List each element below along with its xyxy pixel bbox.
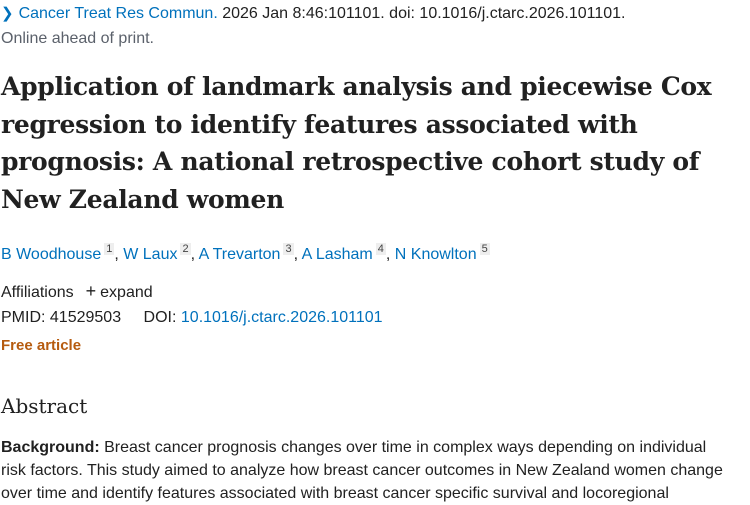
author-link[interactable]: A Trevarton	[198, 246, 281, 263]
background-label: Background:	[1, 439, 100, 456]
affiliation-ref[interactable]: 3	[283, 243, 294, 255]
abstract-line: risk factors. This study aimed to analyz…	[1, 462, 723, 479]
author-link[interactable]: W Laux	[123, 246, 178, 263]
affiliation-ref[interactable]: 1	[104, 243, 115, 255]
publication-status: Online ahead of print.	[1, 30, 154, 47]
doi-link[interactable]: 10.1016/j.ctarc.2026.101101	[180, 309, 383, 326]
title-line: New Zealand women	[1, 184, 285, 214]
affiliation-ref[interactable]: 4	[375, 243, 386, 255]
plus-icon: +	[85, 281, 97, 301]
affiliation-ref[interactable]: 5	[479, 243, 490, 255]
expand-label: expand	[100, 284, 153, 301]
journal-link[interactable]: Cancer Treat Res Commun.	[18, 5, 218, 22]
citation: ❯ Cancer Treat Res Commun. 2026 Jan 8:46:…	[1, 4, 626, 23]
abstract-heading: Abstract	[1, 394, 88, 418]
identifiers: PMID: 41529503 DOI: 10.1016/j.ctarc.2026…	[1, 309, 383, 327]
citation-details: 2026 Jan 8:46:101101. doi: 10.1016/j.cta…	[217, 5, 626, 22]
author-link[interactable]: B Woodhouse	[1, 246, 102, 263]
affiliations-label: Affiliations	[1, 284, 74, 301]
free-article-badge: Free article	[1, 337, 82, 354]
pmid-value: 41529503	[49, 309, 122, 326]
affiliations-row: Affiliations + expand	[1, 281, 153, 302]
author-link[interactable]: A Lasham	[301, 246, 373, 263]
abstract-line: over time and identify features associat…	[1, 485, 669, 502]
affiliations-expand-button[interactable]: + expand	[74, 281, 153, 301]
pmid-label: PMID:	[1, 309, 46, 326]
title-line: regression to identify features associat…	[1, 109, 638, 139]
title-line: prognosis: A national retrospective coho…	[1, 147, 700, 176]
doi-label: DOI:	[143, 309, 177, 326]
abstract-text: Background: Breast cancer prognosis chan…	[1, 436, 723, 505]
author-link[interactable]: N Knowlton	[394, 246, 477, 263]
abstract-line: Breast cancer prognosis changes over tim…	[99, 439, 707, 456]
title-line: Application of landmark analysis and pie…	[1, 72, 712, 101]
chevron-right-icon[interactable]: ❯	[1, 5, 14, 22]
article-title: Application of landmark analysis and pie…	[1, 68, 712, 218]
affiliation-ref[interactable]: 2	[180, 243, 191, 255]
author-list: B Woodhouse 1, W Laux 2, A Trevarton 3, A L…	[1, 243, 490, 263]
